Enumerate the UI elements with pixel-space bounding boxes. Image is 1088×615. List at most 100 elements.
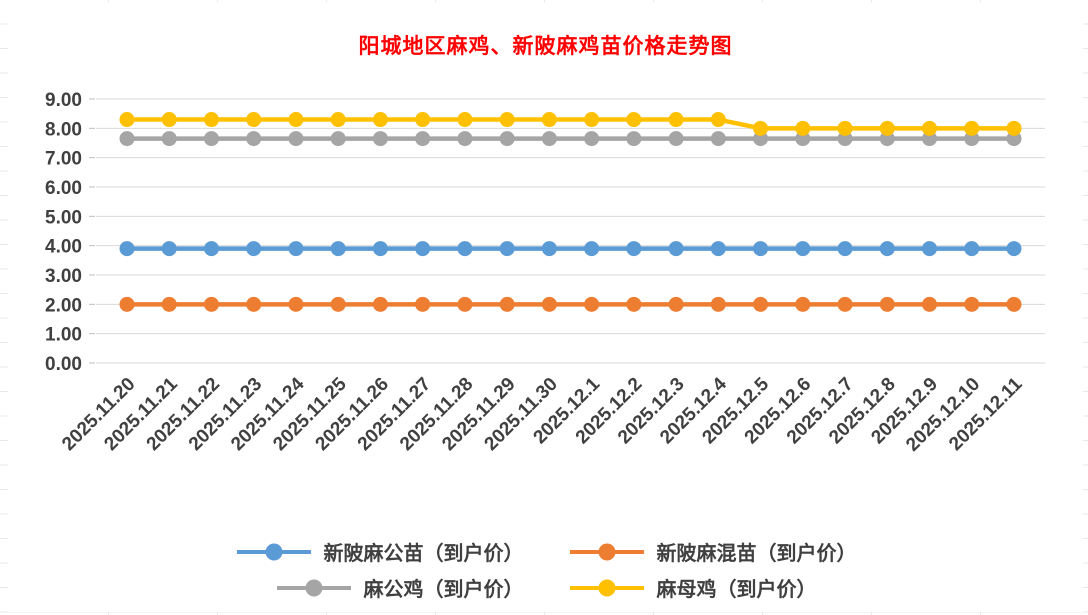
data-point: [795, 296, 811, 312]
legend-item-2[interactable]: 麻公鸡（到户价）: [275, 573, 524, 602]
y-tick-label: 1.00: [45, 325, 82, 346]
data-point: [584, 241, 600, 257]
data-point: [246, 296, 262, 312]
data-point: [246, 241, 262, 257]
data-point: [837, 241, 853, 257]
data-point: [837, 120, 853, 136]
series-2: [119, 131, 1022, 147]
data-point: [119, 241, 135, 257]
legend-item-3[interactable]: 麻母鸡（到户价）: [568, 573, 817, 602]
y-tick-label: 6.00: [45, 178, 82, 199]
data-point: [415, 241, 431, 257]
legend-item-1[interactable]: 新陂麻混苗（到户价）: [568, 537, 857, 566]
legend-label: 麻公鸡（到户价）: [363, 579, 524, 601]
data-point: [457, 241, 473, 257]
data-point: [161, 241, 177, 257]
data-point: [415, 112, 431, 128]
data-point: [457, 296, 473, 312]
data-point: [499, 241, 515, 257]
data-point: [330, 241, 346, 257]
data-point: [161, 112, 177, 128]
data-point: [753, 120, 769, 136]
data-point: [837, 296, 853, 312]
data-point: [753, 241, 769, 257]
data-point: [668, 131, 684, 147]
data-point: [710, 112, 726, 128]
data-point: [795, 131, 811, 147]
data-point: [879, 131, 895, 147]
data-point: [161, 131, 177, 147]
legend-item-0[interactable]: 新陂麻公苗（到户价）: [235, 537, 524, 566]
data-point: [119, 112, 135, 128]
legend-marker: [236, 543, 311, 560]
y-tick-label: 2.00: [45, 295, 82, 316]
data-point: [1006, 241, 1022, 257]
data-point: [203, 296, 219, 312]
data-point: [499, 112, 515, 128]
data-point: [541, 296, 557, 312]
data-point: [753, 131, 769, 147]
data-point: [288, 296, 304, 312]
y-tick-label: 5.00: [45, 207, 82, 228]
data-point: [246, 112, 262, 128]
data-point: [1006, 120, 1022, 136]
data-point: [119, 296, 135, 312]
data-point: [837, 131, 853, 147]
data-point: [964, 131, 980, 147]
legend-label: 新陂麻混苗（到户价）: [656, 543, 857, 565]
data-point: [964, 296, 980, 312]
y-tick-label: 4.00: [45, 237, 82, 258]
data-point: [879, 241, 895, 257]
line-chart: 0.00 1.00 2.00 3.00 4.00 5.00 6.00 7.00 8.00 9.00…: [45, 90, 1045, 456]
data-point: [964, 120, 980, 136]
data-point: [1006, 131, 1022, 147]
data-point: [922, 296, 938, 312]
data-point: [668, 296, 684, 312]
legend-marker: [569, 543, 644, 560]
data-point: [288, 112, 304, 128]
y-tick-label: 9.00: [45, 90, 82, 111]
data-point: [710, 296, 726, 312]
data-point: [246, 131, 262, 147]
chart-panel[interactable]: 阳城地区麻鸡、新陂麻鸡苗价格走势图 0.00 1.00 2.00 3.00 4.00 5.…: [8, 2, 1083, 612]
y-tick-label: 7.00: [45, 149, 82, 170]
y-tick-label: 3.00: [45, 266, 82, 287]
legend-label: 新陂麻公苗（到户价）: [323, 543, 524, 565]
data-point: [1006, 296, 1022, 312]
data-point: [710, 131, 726, 147]
chart-legend: 新陂麻公苗（到户价） 新陂麻混苗（到户价） 麻公鸡（到户价） 麻母鸡（到户价）: [8, 537, 1083, 602]
y-axis-labels: 0.00 1.00 2.00 3.00 4.00 5.00 6.00 7.00 8.00 9.00: [45, 90, 82, 375]
data-point: [415, 296, 431, 312]
data-point: [710, 241, 726, 257]
legend-row: 麻公鸡（到户价） 麻母鸡（到户价）: [275, 573, 817, 602]
data-point: [541, 131, 557, 147]
data-point: [330, 296, 346, 312]
data-point: [288, 131, 304, 147]
data-point: [964, 241, 980, 257]
data-point: [457, 112, 473, 128]
data-point: [372, 112, 388, 128]
data-point: [584, 296, 600, 312]
data-point: [626, 131, 642, 147]
y-tick-label: 0.00: [45, 354, 82, 375]
data-point: [330, 112, 346, 128]
data-point: [288, 241, 304, 257]
data-point: [753, 296, 769, 312]
data-point: [415, 131, 431, 147]
data-point: [879, 120, 895, 136]
data-point: [922, 131, 938, 147]
data-point: [119, 131, 135, 147]
legend-row: 新陂麻公苗（到户价） 新陂麻混苗（到户价）: [235, 537, 857, 566]
data-point: [372, 241, 388, 257]
data-point: [879, 296, 895, 312]
x-axis-labels: 2025.11.202025.11.212025.11.222025.11.23…: [58, 373, 1027, 455]
series-1: [119, 296, 1022, 312]
data-point: [203, 131, 219, 147]
data-point: [668, 241, 684, 257]
legend-label: 麻母鸡（到户价）: [656, 579, 817, 601]
data-point: [922, 241, 938, 257]
data-point: [330, 131, 346, 147]
series-0: [119, 241, 1022, 257]
data-point: [203, 241, 219, 257]
